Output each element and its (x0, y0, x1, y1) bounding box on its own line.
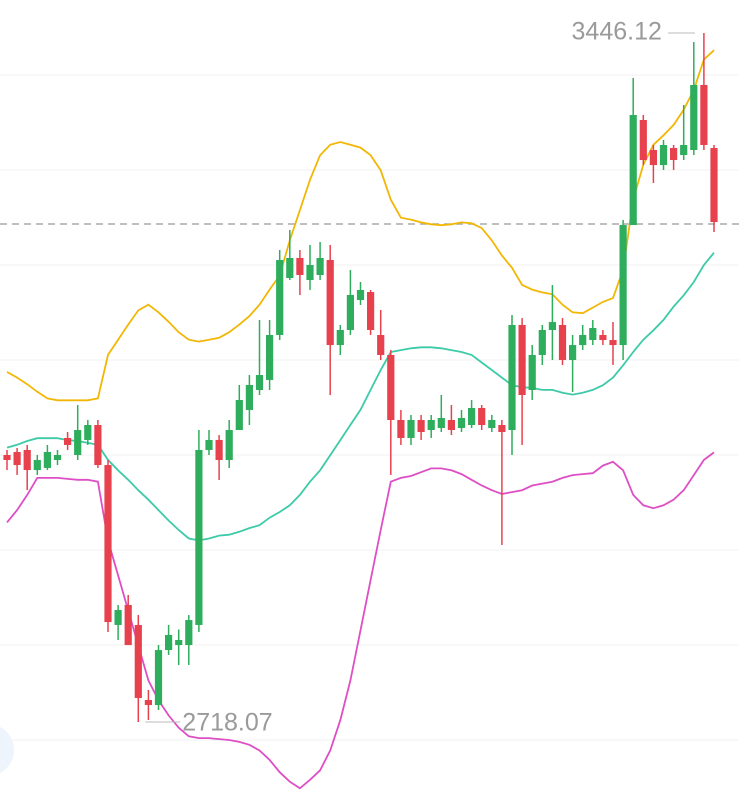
candle-body (316, 257, 324, 276)
min-label: 2718.07 (182, 709, 272, 737)
candle-body (94, 425, 102, 466)
candle-body (609, 340, 617, 346)
candle-body (154, 650, 163, 706)
max-label: 3446.12 (572, 18, 662, 46)
candle-body (710, 148, 718, 223)
candle-body (74, 430, 82, 456)
candle-body (306, 264, 314, 281)
candle-body (114, 610, 122, 625)
candle-body (134, 624, 142, 699)
candle-body (215, 439, 223, 461)
candle-body (700, 84, 708, 145)
candle-body (457, 418, 466, 429)
candle-body (508, 324, 516, 431)
candle-body (235, 400, 243, 431)
candle-body (417, 419, 425, 433)
candle-body (468, 407, 476, 426)
candle-body (33, 460, 41, 471)
candle-body (3, 455, 11, 461)
candle-body (528, 354, 536, 390)
candle-body (84, 425, 92, 440)
candle-body (558, 324, 567, 360)
candle-body (23, 449, 31, 471)
candle-body (649, 149, 657, 166)
candle-body (326, 259, 334, 346)
candle-body (377, 335, 385, 355)
grid (0, 74, 739, 741)
candle-body (659, 144, 668, 166)
candle-body (498, 425, 506, 433)
candle-body (447, 419, 455, 431)
candle-body (356, 289, 365, 300)
candle-body (629, 114, 637, 226)
candle-body (589, 328, 597, 341)
candle-body (407, 419, 415, 438)
band-line (6, 451, 715, 790)
candle-body (64, 437, 72, 445)
candle-body (518, 324, 526, 396)
candle-body (286, 257, 294, 279)
candle-body (548, 322, 556, 330)
candle-body (478, 407, 486, 426)
candle-body (346, 294, 354, 330)
candle-body (488, 419, 496, 429)
candle-body (124, 604, 132, 646)
candle-body (195, 449, 203, 625)
candle-body (569, 345, 577, 360)
candle-body (43, 451, 51, 468)
candle-body (579, 335, 587, 346)
candle-body (397, 419, 405, 438)
candle-body (639, 119, 647, 161)
candle-body (266, 335, 274, 380)
candle-body (205, 439, 213, 450)
band-line (6, 252, 715, 542)
band-line (6, 49, 715, 402)
candle-body (336, 329, 344, 346)
candle-body (276, 259, 284, 336)
candle-body (13, 451, 21, 466)
candle-body (437, 418, 445, 429)
candle-body (296, 257, 304, 276)
candle-body (144, 700, 152, 706)
candle-body (53, 455, 62, 461)
candle-body (104, 465, 112, 623)
candle-body (538, 329, 546, 355)
candle-body (680, 144, 688, 156)
candle-body (245, 384, 253, 410)
candle-body (225, 430, 233, 461)
candle-body (255, 375, 264, 390)
candle-body (185, 620, 193, 646)
candle-body (367, 292, 375, 330)
candle-body (670, 148, 678, 161)
candle-body (387, 354, 395, 420)
candle-body (165, 634, 173, 651)
candle-body (427, 419, 435, 431)
candle-body (690, 84, 698, 150)
candle-body (599, 335, 607, 341)
candle-body (619, 225, 627, 346)
side-handle (0, 726, 14, 774)
candle-body (175, 640, 183, 646)
